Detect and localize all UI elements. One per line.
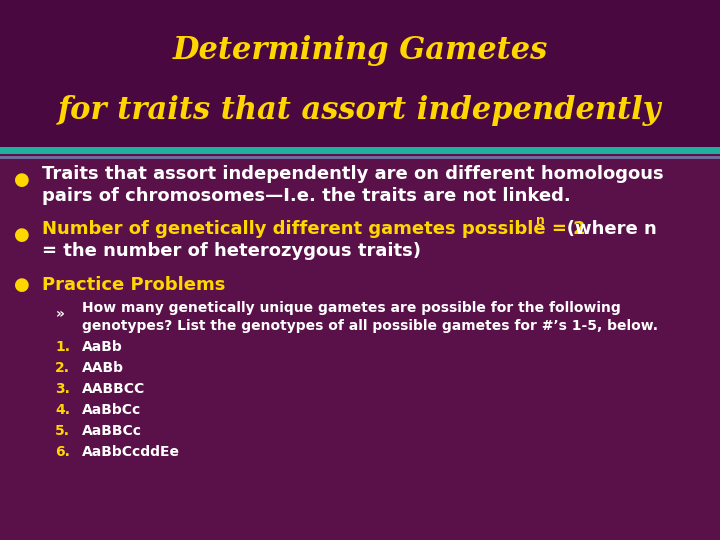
FancyBboxPatch shape	[0, 0, 720, 150]
Text: genotypes? List the genotypes of all possible gametes for #’s 1-5, below.: genotypes? List the genotypes of all pos…	[82, 319, 658, 333]
Text: for traits that assort independently: for traits that assort independently	[58, 94, 662, 125]
Text: 3.: 3.	[55, 382, 70, 396]
Text: ●: ●	[14, 171, 30, 189]
Text: Number of genetically different gametes possible = 2: Number of genetically different gametes …	[42, 220, 585, 238]
Text: Practice Problems: Practice Problems	[42, 276, 225, 294]
Text: How many genetically unique gametes are possible for the following: How many genetically unique gametes are …	[82, 301, 621, 315]
Text: 2.: 2.	[55, 361, 70, 375]
Text: 4.: 4.	[55, 403, 70, 417]
Text: Determining Gametes: Determining Gametes	[172, 35, 548, 65]
Text: AaBb: AaBb	[82, 340, 122, 354]
Text: »: »	[55, 307, 64, 321]
Text: ●: ●	[14, 226, 30, 244]
Text: = the number of heterozygous traits): = the number of heterozygous traits)	[42, 242, 421, 260]
Text: (where n: (where n	[548, 220, 657, 238]
Text: 6.: 6.	[55, 445, 70, 459]
Text: 5.: 5.	[55, 424, 70, 438]
Text: AaBbCc: AaBbCc	[82, 403, 141, 417]
Text: AaBbCcddEe: AaBbCcddEe	[82, 445, 180, 459]
Text: pairs of chromosomes—I.e. the traits are not linked.: pairs of chromosomes—I.e. the traits are…	[42, 187, 571, 205]
Text: ●: ●	[14, 276, 30, 294]
Text: Traits that assort independently are on different homologous: Traits that assort independently are on …	[42, 165, 664, 183]
Text: n: n	[536, 214, 545, 227]
Text: AABb: AABb	[82, 361, 124, 375]
Text: AABBCC: AABBCC	[82, 382, 145, 396]
Text: 1.: 1.	[55, 340, 70, 354]
Text: AaBBCc: AaBBCc	[82, 424, 142, 438]
